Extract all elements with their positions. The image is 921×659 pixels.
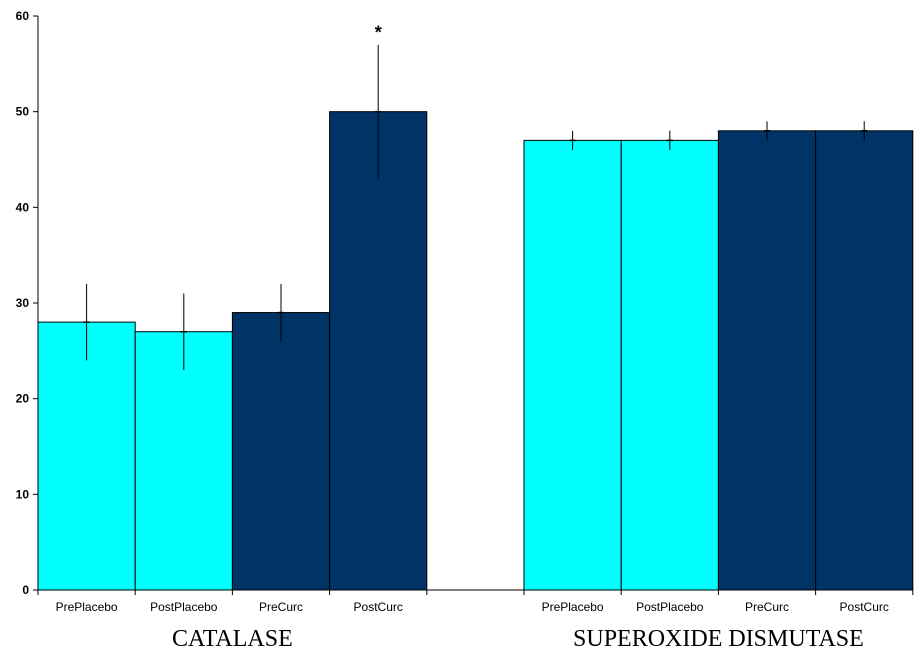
bar [134, 331, 233, 591]
x-tick-label: PreCurc [259, 600, 303, 614]
y-tick-label: 60 [16, 9, 30, 23]
group-label: SUPEROXIDE DISMUTASE [573, 626, 864, 652]
y-tick-label: 40 [16, 200, 30, 214]
x-tick-label: PostCurc [354, 600, 403, 614]
bar [815, 130, 914, 591]
bar [620, 139, 719, 591]
x-tick-label: PostPlacebo [150, 600, 218, 614]
group-label: CATALASE [172, 626, 293, 652]
bar [523, 139, 622, 591]
axes-layer [33, 15, 914, 595]
y-tick-label: 30 [16, 296, 30, 310]
bars-layer [37, 44, 914, 591]
y-tick-label: 50 [16, 105, 30, 119]
x-tick-label: PostPlacebo [636, 600, 704, 614]
y-tick-label: 10 [16, 487, 30, 501]
bar [37, 321, 136, 591]
x-tick-label: PrePlacebo [56, 600, 118, 614]
labels-layer: PrePlacebo PostPlacebo PreCurc * PostCurc CAT… [16, 9, 889, 652]
bar [717, 130, 817, 591]
x-tick-label: PrePlacebo [542, 600, 604, 614]
significance-annotation: * [375, 23, 382, 43]
y-tick-label: 0 [22, 583, 29, 597]
bar [329, 111, 428, 591]
x-tick-label: PostCurc [840, 600, 889, 614]
x-tick-label: PreCurc [745, 600, 789, 614]
y-tick-label: 20 [16, 392, 30, 406]
bar [231, 312, 331, 591]
